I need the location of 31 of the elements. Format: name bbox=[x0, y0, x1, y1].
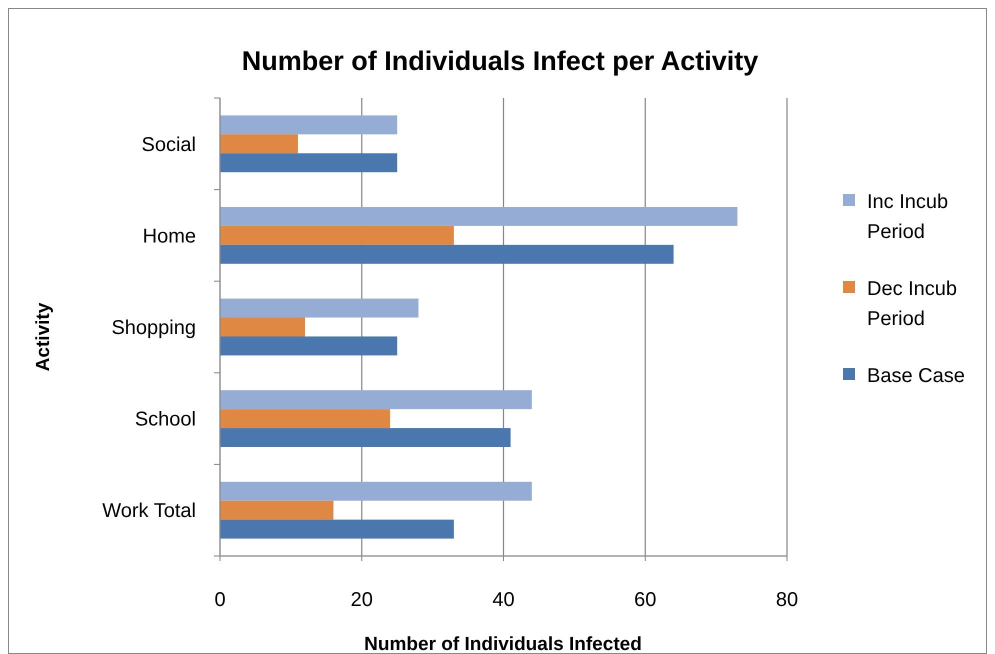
bar bbox=[220, 207, 738, 226]
bar bbox=[220, 115, 398, 134]
bar bbox=[220, 134, 298, 154]
bar bbox=[220, 336, 398, 356]
legend-label: Inc Incub Period bbox=[867, 191, 948, 243]
chart-title: Number of Individuals Infect per Activity bbox=[242, 46, 758, 76]
bar bbox=[220, 500, 334, 520]
x-tick-label: 60 bbox=[634, 589, 656, 611]
y-tick-label: Work Total bbox=[102, 500, 196, 522]
bar bbox=[220, 244, 674, 264]
bar bbox=[220, 226, 454, 245]
x-axis-title: Number of Individuals Infected bbox=[364, 634, 642, 654]
bar bbox=[220, 318, 306, 336]
bar bbox=[220, 482, 532, 501]
x-tick-label: 20 bbox=[350, 589, 373, 611]
y-tick-label: Social bbox=[142, 134, 196, 156]
x-tick-label: 80 bbox=[776, 589, 798, 611]
bar bbox=[220, 153, 398, 172]
y-tick-label: School bbox=[134, 408, 196, 431]
x-tick-label: 40 bbox=[492, 589, 515, 611]
y-tick-label: Home bbox=[142, 225, 196, 248]
bar bbox=[220, 520, 454, 539]
bar bbox=[220, 409, 390, 428]
legend-label: Base Case bbox=[867, 365, 965, 387]
bar bbox=[220, 298, 418, 318]
y-axis-title: Activity bbox=[33, 302, 54, 372]
x-tick-label: 0 bbox=[214, 589, 226, 611]
legend-label: Dec Incub Period bbox=[867, 278, 958, 330]
y-tick-label: Shopping bbox=[111, 317, 196, 339]
bar bbox=[220, 428, 511, 447]
bar bbox=[220, 390, 532, 410]
